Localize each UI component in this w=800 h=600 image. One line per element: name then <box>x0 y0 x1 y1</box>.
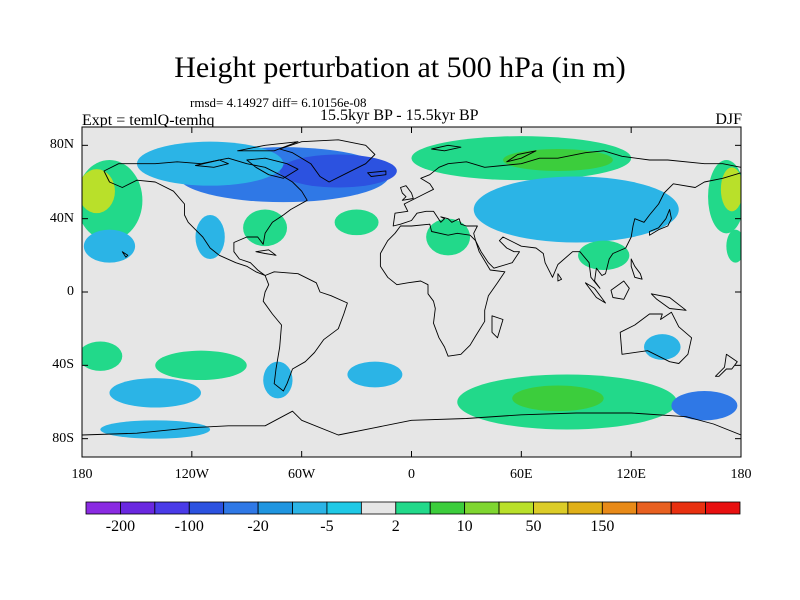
colorbar-swatch <box>395 501 431 515</box>
colorbar-swatch <box>292 501 328 515</box>
colorbar-label: 10 <box>456 518 473 535</box>
lon-tick-label: 180 <box>71 467 93 482</box>
colorbar-swatch <box>705 501 741 515</box>
anomaly-southern-ocean-low <box>671 391 738 421</box>
coastlines <box>82 139 741 436</box>
colorbar-swatch <box>636 501 672 515</box>
coastline-uk <box>400 185 414 201</box>
season-label: DJF <box>715 111 742 128</box>
anomaly-north-pacific-high-core <box>82 169 115 214</box>
lon-tick-label: 120E <box>616 467 646 482</box>
colorbar-swatch <box>533 501 569 515</box>
coastline-baffin-island <box>246 157 299 179</box>
colorbar-swatch <box>188 501 225 515</box>
lat-tick-label: 0 <box>67 284 74 299</box>
axis-ticks <box>81 127 742 457</box>
colorbar-label: -20 <box>247 518 269 535</box>
period-label: 15.5kyr BP - 15.5kyr BP <box>320 107 479 124</box>
colorbar-label: 2 <box>391 518 400 535</box>
coastline-eurasia <box>392 150 741 289</box>
colorbar-swatch <box>567 501 603 515</box>
anomaly-south-america-low <box>263 361 293 399</box>
colorbar-label: -100 <box>174 518 204 535</box>
anomaly-south-pacific-high <box>155 350 247 381</box>
lon-tick-label: 60W <box>288 467 316 482</box>
coastline-cuba <box>255 249 277 256</box>
stats-label: rmsd= 4.14927 diff= 6.10156e-08 <box>190 95 367 110</box>
coastline-japan <box>649 209 672 236</box>
coastline-greenland <box>279 139 376 183</box>
coastline-south-america <box>262 271 348 392</box>
anomaly-south-atlantic-low <box>347 361 403 388</box>
coastline-antarctica <box>82 410 741 436</box>
anomaly-china-high <box>578 240 630 270</box>
lat-tick-label: 80N <box>49 137 74 153</box>
colorbar-swatch <box>326 501 362 515</box>
coastline-australia <box>619 311 693 364</box>
colorbar-label: 50 <box>525 518 542 535</box>
map-title: Height perturbation at 500 hPa (in m) <box>174 51 626 84</box>
coastline-north-america <box>103 157 308 276</box>
anomaly-south-pacific-high-west <box>82 341 123 371</box>
colorbar-swatch <box>120 501 156 515</box>
colorbar-label: -200 <box>105 518 136 535</box>
coastline-novaya-zemlya <box>506 150 537 163</box>
lat-tick-label: 40N <box>49 210 74 226</box>
anomaly-indian-ocean-high-core <box>512 385 604 412</box>
coastline-borneo <box>610 280 630 300</box>
colorbar-swatch <box>360 501 397 515</box>
experiment-label: Expt = temlQ-temhq <box>82 112 215 129</box>
colorbar-swatch <box>601 501 638 515</box>
anomaly-greenland-low-core <box>279 154 397 188</box>
coastline-new-guinea <box>650 293 687 311</box>
coastline-madagascar <box>491 315 504 339</box>
colorbar-swatch <box>429 501 466 515</box>
anomaly-hudson-bay-low <box>136 141 284 186</box>
coastline-hawaii <box>121 251 129 258</box>
anomaly-arctic-ocean-high-core <box>503 149 613 171</box>
lon-tick-label: 180 <box>730 467 752 482</box>
colorbar-label: 150 <box>590 518 615 535</box>
anomaly-antarctic-low <box>100 420 211 439</box>
colorbar-swatch <box>670 501 706 515</box>
lon-tick-label: 0 <box>408 467 415 482</box>
anomaly-fields <box>82 136 741 439</box>
lon-tick-label: 120W <box>174 467 209 482</box>
colorbar-swatch <box>257 501 293 515</box>
lat-tick-label: 80S <box>52 430 74 446</box>
anomaly-mid-atlantic-high <box>334 209 379 236</box>
anomaly-subtropical-pacific-low <box>83 229 136 263</box>
lon-tick-label: 60E <box>510 467 533 482</box>
coastline-svalbard <box>431 144 462 152</box>
coastline-new-zealand <box>714 353 738 377</box>
colorbar <box>85 501 741 515</box>
colorbar-swatch <box>154 501 190 515</box>
colorbar-swatch <box>223 501 259 515</box>
colorbar-swatch <box>464 501 500 515</box>
colorbar-swatch <box>498 501 534 515</box>
lat-tick-label: 40S <box>52 357 74 373</box>
anomaly-east-pacific-high <box>726 229 741 263</box>
anomaly-south-pacific-low <box>109 378 201 408</box>
anomaly-australia-low <box>643 334 681 360</box>
coastline-sri-lanka <box>557 273 563 282</box>
coastline-sumatra <box>584 282 606 304</box>
colorbar-label: -5 <box>320 518 334 535</box>
coastline-victoria-island <box>195 159 229 168</box>
anomaly-north-pacific-high-east-core <box>720 167 741 212</box>
coastline-africa <box>379 223 506 357</box>
anomaly-eastern-us-high <box>243 209 288 247</box>
anomaly-siberia-low-edge <box>473 176 679 243</box>
colorbar-swatch <box>85 501 121 515</box>
coastline-philippines <box>630 258 643 280</box>
coastline-iceland <box>367 170 387 177</box>
anomaly-western-us-low <box>195 215 225 259</box>
anomaly-north-africa-high <box>426 218 471 256</box>
coastline-ellesmere-island <box>237 141 299 152</box>
